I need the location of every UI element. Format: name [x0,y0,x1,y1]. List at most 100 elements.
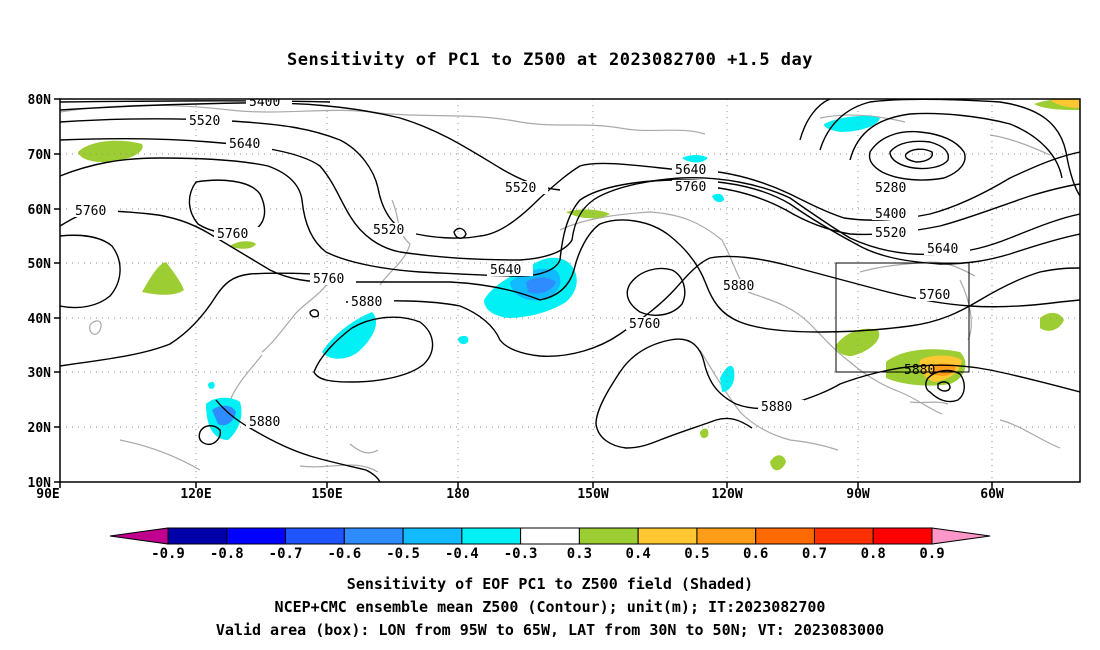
colorbar-swatch [755,527,815,545]
positive-patch [1040,312,1064,331]
positive-patch [1050,99,1080,108]
negative-patch [322,312,377,359]
colorbar-labels: -0.9 -0.8 -0.7 -0.6 -0.5 -0.4 -0.3 0.3 0.4 0.5 0.6… [151,546,945,562]
negative-patch [208,381,215,389]
lat-tick-label: 10N [28,476,52,491]
colorbar-swatch [402,527,463,545]
positive-patch [78,140,143,163]
lat-tick-label: 20N [28,421,52,436]
contour-label: 5880 [723,279,754,294]
contour-label: 5760 [217,227,248,242]
contour-label: 5520 [505,181,536,196]
colorbar-swatch [285,527,345,545]
colorbar [109,527,991,545]
colorbar-low-arrow [109,527,169,545]
longitude-labels: 90E 120E 150E 180 150W 120W 90W 60W [36,487,1004,502]
negative-patch [712,193,724,203]
positive-patch [142,262,184,295]
colorbar-swatch [343,527,404,545]
contour-label: 5400 [249,95,280,110]
contour-label: 5880 [249,415,280,430]
lon-tick-label: 180 [446,487,470,502]
caption-valid-area: Valid area (box): LON from 95W to 65W, L… [215,621,885,639]
contour-label: 5880 [351,295,382,310]
map-frame [59,98,1081,483]
colorbar-label: 0.9 [919,546,944,562]
colorbar-swatch [520,527,580,545]
colorbar-label: 0.8 [861,546,886,562]
negative-patch [720,365,735,392]
contour-label: 5760 [629,317,660,332]
colorbar-label: -0.3 [504,546,538,562]
colorbar-label: -0.7 [269,546,303,562]
plot-title: Sensitivity of PC1 to Z500 at 2023082700… [286,50,813,70]
positive-patch [566,209,610,219]
contour-label: 5280 [875,181,906,196]
positive-patch [700,428,709,439]
positive-patch [836,328,880,356]
contour-label: 5880 [904,363,935,378]
lon-tick-label: 150E [311,487,342,502]
contour-label: 5880 [761,400,792,415]
latitude-labels: 80N 70N 60N 50N 40N 30N 20N 10N [28,93,52,491]
colorbar-swatch [167,527,228,545]
contour-label: 5400 [875,207,906,222]
lat-tick-label: 60N [28,203,52,218]
colorbar-label: 0.4 [626,546,651,562]
negative-patch [824,116,880,132]
coastlines [60,104,1061,473]
positive-patch [230,241,256,249]
lon-tick-label: 120W [711,487,742,502]
contour-labels: 5400 5520 5640 5760 5520 5520 5640 5760 … [72,95,970,430]
grid-lines [60,99,1080,482]
contour-label: 5520 [189,114,220,129]
lat-tick-label: 40N [28,312,52,327]
lat-tick-label: 80N [28,93,52,108]
lon-tick-label: 120E [180,487,211,502]
colorbar-label: -0.9 [151,546,185,562]
valid-area-box [835,262,970,373]
contour-label: 5640 [490,263,521,278]
map-area: 5400 5520 5640 5760 5520 5520 5640 5760 … [60,95,1080,482]
colorbar-label: -0.4 [445,546,479,562]
colorbar-swatch [461,527,522,545]
negative-patch [458,335,469,345]
contour-label: 5760 [313,272,344,287]
contour-label: 5520 [373,223,404,238]
colorbar-label: 0.6 [743,546,768,562]
lat-tick-label: 30N [28,366,52,381]
lon-tick-label: 90E [36,487,59,502]
colorbar-swatch [226,527,287,545]
contour-label: 5520 [875,226,906,241]
lat-tick-label: 70N [28,148,52,163]
contour-label: 5640 [229,137,260,152]
negative-patch [526,277,556,294]
tick-marks [54,98,993,488]
lon-tick-label: 150W [577,487,608,502]
colorbar-high-arrow [931,527,991,545]
colorbar-swatch [813,527,874,545]
colorbar-swatch [637,527,698,545]
sensitivity-shading [78,99,1080,471]
colorbar-label: 0.5 [684,546,709,562]
contour-label: 5760 [75,204,106,219]
lat-tick-label: 50N [28,257,52,272]
colorbar-swatch [696,527,757,545]
contour-label: 5760 [919,288,950,303]
colorbar-label: -0.6 [327,546,361,562]
contour-label: 5760 [675,180,706,195]
colorbar-swatch [578,527,639,545]
colorbar-label: -0.8 [210,546,244,562]
colorbar-label: 0.3 [567,546,592,562]
negative-patch [212,405,236,426]
colorbar-label: -0.5 [386,546,420,562]
colorbar-label: 0.7 [802,546,827,562]
caption-contour: NCEP+CMC ensemble mean Z500 (Contour); u… [274,598,826,616]
lon-tick-label: 60W [980,487,1004,502]
contour-label: 5640 [927,242,958,257]
positive-patch [932,363,956,376]
colorbar-swatch [872,527,933,545]
caption-shaded: Sensitivity of EOF PC1 to Z500 field (Sh… [346,575,754,593]
lon-tick-label: 90W [846,487,870,502]
